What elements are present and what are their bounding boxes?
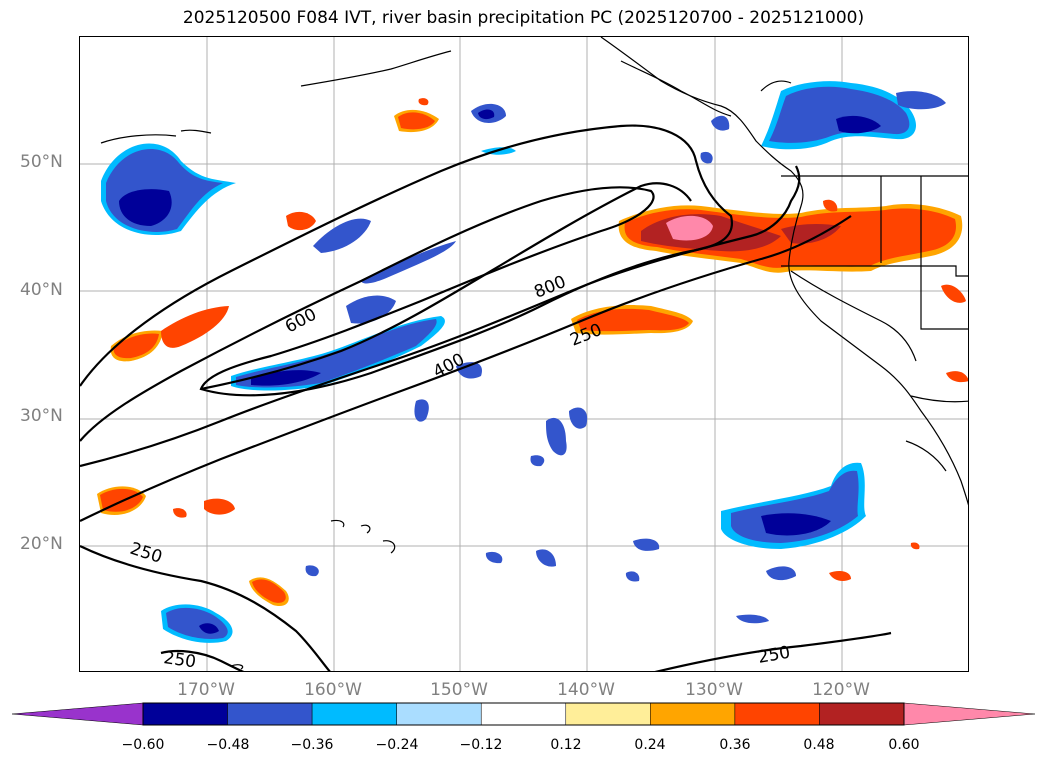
lon-label-130w: 130°W [685, 680, 743, 700]
colorbar-cell [311, 702, 397, 726]
map-canvas: 600 800 400 250 250 250 250 [80, 37, 968, 672]
negative-pc-fields [101, 81, 946, 643]
lat-label-30n: 30°N [20, 406, 63, 426]
map-title: 2025120500 F084 IVT, river basin precipi… [182, 8, 865, 28]
lon-label-120w: 120°W [812, 680, 870, 700]
colorbar-tick-10: 0.60 [888, 737, 920, 753]
colorbar-cell [227, 702, 313, 726]
colorbar-tick-5: −0.12 [459, 737, 503, 753]
colorbar-tick-9: 0.48 [803, 737, 835, 753]
colorbar-tick-3: −0.36 [290, 737, 334, 753]
colorbar-extend-high [903, 702, 1036, 726]
coastline [100, 37, 968, 670]
lon-label-170w: 170°W [177, 680, 235, 700]
colorbar-cell [565, 702, 651, 726]
lat-label-20n: 20°N [20, 534, 63, 554]
colorbar-tick-1: −0.60 [121, 737, 165, 753]
colorbar-cell [650, 702, 736, 726]
contour-label-800: 800 [531, 272, 569, 303]
contour-label-250-west: 250 [127, 539, 164, 568]
lat-label-50n: 50°N [20, 152, 63, 172]
colorbar-cell [819, 702, 905, 726]
lon-label-160w: 160°W [304, 680, 362, 700]
contour-label-250-southeast: 250 [756, 643, 791, 668]
colorbar-cell [142, 702, 228, 726]
ivt-contours [80, 124, 892, 671]
colorbar-tick-2: −0.48 [206, 737, 250, 753]
colorbar-cell [396, 702, 482, 726]
map-panel: 600 800 400 250 250 250 250 [79, 36, 969, 672]
colorbar-tick-8: 0.36 [719, 737, 751, 753]
colorbar-tick-6: 0.12 [550, 737, 582, 753]
colorbar-cell [480, 702, 567, 726]
contour-label-250-southwest: 250 [162, 648, 197, 672]
colorbar-cell [734, 702, 820, 726]
colorbar-tick-7: 0.24 [634, 737, 666, 753]
lat-label-40n: 40°N [20, 280, 63, 300]
colorbar [11, 702, 1036, 726]
lon-label-150w: 150°W [430, 680, 488, 700]
contour-label-600: 600 [282, 305, 320, 338]
colorbar-extend-low [11, 702, 144, 726]
positive-pc-fields [97, 98, 968, 607]
colorbar-tick-4: −0.24 [375, 737, 419, 753]
contour-label-400: 400 [430, 350, 468, 383]
lon-label-140w: 140°W [557, 680, 615, 700]
gridlines [80, 37, 968, 671]
